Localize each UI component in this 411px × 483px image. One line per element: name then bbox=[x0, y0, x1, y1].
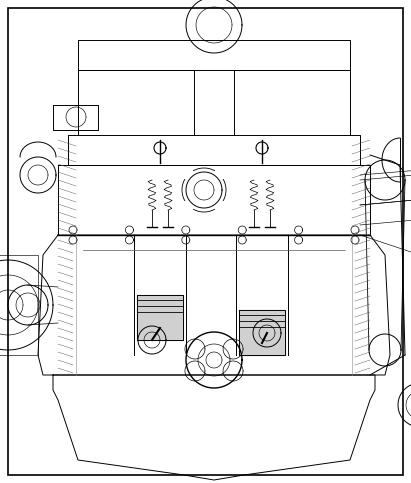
Polygon shape bbox=[137, 295, 183, 340]
Polygon shape bbox=[239, 310, 285, 355]
